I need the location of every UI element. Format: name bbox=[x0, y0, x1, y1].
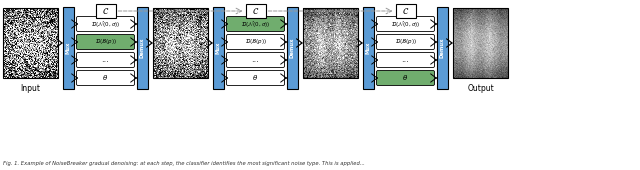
Text: Fig. 1. Example of NoiseBreaker gradual denoising: at each step, the classifier : Fig. 1. Example of NoiseBreaker gradual … bbox=[3, 161, 365, 166]
Bar bbox=[287, 7, 298, 89]
Bar bbox=[437, 7, 448, 89]
Bar bbox=[63, 7, 74, 89]
Bar bbox=[303, 8, 358, 78]
FancyBboxPatch shape bbox=[376, 71, 435, 86]
Text: Output: Output bbox=[467, 84, 494, 93]
FancyBboxPatch shape bbox=[227, 53, 285, 67]
Text: $\mathcal{D}(\mathcal{N}(0,\sigma))$: $\mathcal{D}(\mathcal{N}(0,\sigma))$ bbox=[241, 19, 270, 29]
Text: Mux: Mux bbox=[66, 42, 71, 54]
Text: $\theta$: $\theta$ bbox=[102, 73, 109, 82]
FancyBboxPatch shape bbox=[227, 16, 285, 31]
Text: Demux: Demux bbox=[140, 38, 145, 58]
Text: $\mathcal{D}(\mathcal{B}(p))$: $\mathcal{D}(\mathcal{B}(p))$ bbox=[244, 38, 266, 47]
Text: Mux: Mux bbox=[366, 42, 371, 54]
FancyBboxPatch shape bbox=[77, 35, 134, 49]
Text: $\mathcal{D}(\mathcal{B}(p))$: $\mathcal{D}(\mathcal{B}(p))$ bbox=[95, 38, 116, 47]
Text: Demux: Demux bbox=[440, 38, 445, 58]
FancyBboxPatch shape bbox=[227, 71, 285, 86]
Text: $\theta$: $\theta$ bbox=[252, 73, 259, 82]
Text: $\mathcal{C}$: $\mathcal{C}$ bbox=[402, 6, 409, 16]
Text: $\mathcal{D}(\mathcal{N}(0,\sigma))$: $\mathcal{D}(\mathcal{N}(0,\sigma))$ bbox=[91, 19, 120, 29]
Text: Input: Input bbox=[20, 84, 40, 93]
Bar bbox=[95, 4, 115, 18]
FancyBboxPatch shape bbox=[376, 16, 435, 31]
FancyBboxPatch shape bbox=[77, 53, 134, 67]
Text: ...: ... bbox=[401, 55, 410, 64]
FancyBboxPatch shape bbox=[77, 71, 134, 86]
Text: ...: ... bbox=[102, 55, 109, 64]
Text: Mux: Mux bbox=[216, 42, 221, 54]
Bar bbox=[137, 7, 148, 89]
Text: $\theta$: $\theta$ bbox=[403, 73, 408, 82]
FancyBboxPatch shape bbox=[227, 35, 285, 49]
Bar bbox=[153, 8, 208, 78]
Bar bbox=[363, 7, 374, 89]
Text: $\mathcal{C}$: $\mathcal{C}$ bbox=[252, 6, 259, 16]
Text: $\mathcal{D}(\mathcal{B}(p))$: $\mathcal{D}(\mathcal{B}(p))$ bbox=[394, 38, 417, 47]
Bar bbox=[213, 7, 224, 89]
FancyBboxPatch shape bbox=[376, 53, 435, 67]
Text: $\mathcal{C}$: $\mathcal{C}$ bbox=[102, 6, 109, 16]
Bar bbox=[246, 4, 266, 18]
Bar bbox=[3, 8, 58, 78]
Text: ...: ... bbox=[252, 55, 259, 64]
Text: $\mathcal{D}(\mathcal{N}(0,\sigma))$: $\mathcal{D}(\mathcal{N}(0,\sigma))$ bbox=[391, 19, 420, 29]
FancyBboxPatch shape bbox=[77, 16, 134, 31]
FancyBboxPatch shape bbox=[376, 35, 435, 49]
Text: Demux: Demux bbox=[290, 38, 295, 58]
Bar bbox=[453, 8, 508, 78]
Bar bbox=[396, 4, 415, 18]
